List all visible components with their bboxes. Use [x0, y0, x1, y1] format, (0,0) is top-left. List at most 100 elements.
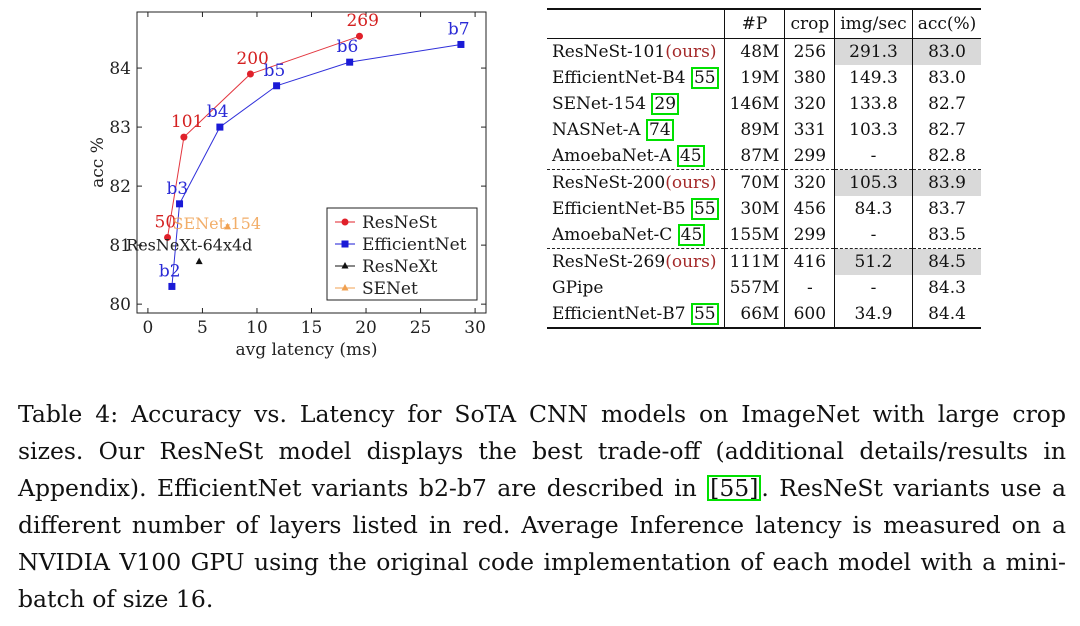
figure: 0 5 10 15 20 25 30 80 81 82 83 84 avg latency (ms) ac…: [88, 8, 982, 360]
img-sec-cell: 34.9: [834, 301, 913, 329]
crop-cell: 320: [784, 169, 835, 196]
data-point-resnest: [355, 32, 363, 40]
series-line-efficientnet: [171, 43, 461, 287]
img-sec-cell: 51.2: [834, 248, 913, 275]
img-sec-cell: 105.3: [834, 169, 913, 196]
point-label: b5: [264, 61, 286, 81]
model-name-cell: ResNeSt-269(ours): [547, 248, 725, 275]
table-row: EfficientNet-B5 55 30M 456 84.3 83.7: [547, 196, 982, 222]
img-sec-cell: 291.3: [834, 38, 913, 65]
data-point-senet: [224, 222, 232, 230]
data-point-resnest: [246, 70, 254, 78]
data-point-efficientnet: [273, 82, 281, 90]
params-cell: 111M: [723, 248, 785, 275]
header-model: [547, 8, 725, 39]
comparison-table-container: #P crop img/sec acc(%) ResNeSt-101(ours)…: [547, 8, 982, 329]
img-sec-cell: -: [834, 143, 913, 170]
params-cell: 557M: [723, 275, 785, 301]
img-sec-cell: 133.8: [834, 91, 913, 117]
data-point-resnext: [195, 257, 203, 265]
acc-cell: 82.7: [911, 91, 982, 117]
ours-tag: (ours): [665, 42, 717, 62]
img-sec-cell: 149.3: [834, 65, 913, 91]
table-row: GPipe 557M - -84.3: [547, 275, 982, 301]
model-name: ResNeSt-269: [552, 252, 666, 272]
ours-tag: (ours): [665, 252, 717, 272]
latency-accuracy-chart: 0 5 10 15 20 25 30 80 81 82 83 84 avg latency (ms) ac…: [88, 11, 487, 360]
point-label: 101: [171, 112, 203, 132]
data-point-resnest: [164, 233, 172, 241]
params-cell: 87M: [723, 143, 785, 170]
y-tick-label: 84: [109, 59, 131, 79]
legend-label: SENet: [362, 279, 418, 299]
citation-link[interactable]: 45: [677, 224, 706, 246]
legend-label: EfficientNet: [362, 235, 467, 255]
model-name: NASNet-A: [552, 120, 641, 140]
model-name: GPipe: [552, 278, 604, 298]
x-tick-label: 25: [410, 318, 432, 338]
crop-cell: 299: [784, 222, 835, 249]
point-label: 200: [236, 49, 268, 69]
data-point-efficientnet: [176, 200, 184, 208]
header-acc: acc(%): [911, 8, 982, 39]
citation-link[interactable]: 55: [690, 198, 719, 220]
ours-tag: (ours): [665, 173, 717, 193]
point-label: b7: [448, 19, 470, 39]
citation-link[interactable]: 55: [690, 303, 719, 325]
model-name: EfficientNet-B4: [552, 68, 686, 88]
table-body: ResNeSt-101(ours) 48M 256 291.3 83.0 Efficien…: [547, 38, 982, 329]
legend-box: [326, 207, 478, 301]
data-point-resnest: [180, 133, 188, 141]
citation-link[interactable]: 74: [646, 119, 674, 141]
y-tick-label: 80: [109, 295, 131, 315]
params-cell: 19M: [723, 65, 785, 91]
acc-cell: 82.7: [911, 117, 982, 143]
legend-marker: [341, 240, 349, 248]
citation-link[interactable]: 45: [676, 145, 705, 167]
point-label: SENet-154: [173, 214, 261, 233]
x-tick-label: 15: [301, 318, 323, 338]
model-name-cell: EfficientNet-B4 55: [547, 65, 724, 91]
model-name-cell: AmoebaNet-A 45: [547, 143, 724, 170]
caption-citation[interactable]: [55]: [707, 475, 762, 501]
acc-cell: 82.8: [911, 143, 982, 170]
model-name-cell: ResNeSt-200(ours): [547, 169, 725, 196]
series-line-resnest: [167, 35, 360, 238]
img-sec-cell: 103.3: [834, 117, 913, 143]
point-label: b3: [167, 179, 189, 199]
acc-cell: 83.5: [911, 222, 982, 249]
legend-marker: [341, 218, 349, 226]
img-sec-cell: 84.3: [834, 196, 913, 222]
crop-cell: 416: [784, 248, 835, 275]
acc-cell: 84.4: [911, 301, 982, 329]
data-point-efficientnet: [216, 123, 224, 131]
crop-cell: 320: [784, 91, 835, 117]
img-sec-cell: -: [834, 275, 913, 301]
citation-link[interactable]: 55: [690, 67, 719, 89]
params-cell: 89M: [723, 117, 785, 143]
x-tick-label: 5: [197, 318, 208, 338]
model-name-cell: GPipe: [547, 275, 724, 301]
x-tick-label: 0: [142, 318, 153, 338]
model-name: ResNeSt-101: [552, 42, 666, 62]
acc-cell: 83.7: [911, 196, 982, 222]
img-sec-cell: -: [834, 222, 913, 249]
model-name: AmoebaNet-C: [552, 225, 673, 245]
data-point-efficientnet: [168, 282, 176, 290]
x-tick-label: 30: [464, 318, 486, 338]
model-name: EfficientNet-B5: [552, 199, 686, 219]
model-name-cell: EfficientNet-B5 55: [547, 196, 724, 222]
model-name-cell: AmoebaNet-C 45: [547, 222, 724, 249]
acc-cell: 83.0: [911, 65, 982, 91]
params-cell: 66M: [723, 301, 785, 329]
table-caption: Table 4: Accuracy vs. Latency for SoTA C…: [18, 396, 1066, 618]
crop-cell: 331: [784, 117, 835, 143]
citation-link[interactable]: 29: [651, 93, 680, 115]
legend-marker: [341, 284, 349, 291]
crop-cell: 299: [784, 143, 835, 170]
params-cell: 146M: [723, 91, 785, 117]
model-name-cell: SENet-154 29: [547, 91, 724, 117]
model-name: SENet-154: [552, 94, 647, 114]
legend-label: ResNeXt: [362, 257, 438, 277]
x-axis-label: avg latency (ms): [235, 340, 377, 360]
